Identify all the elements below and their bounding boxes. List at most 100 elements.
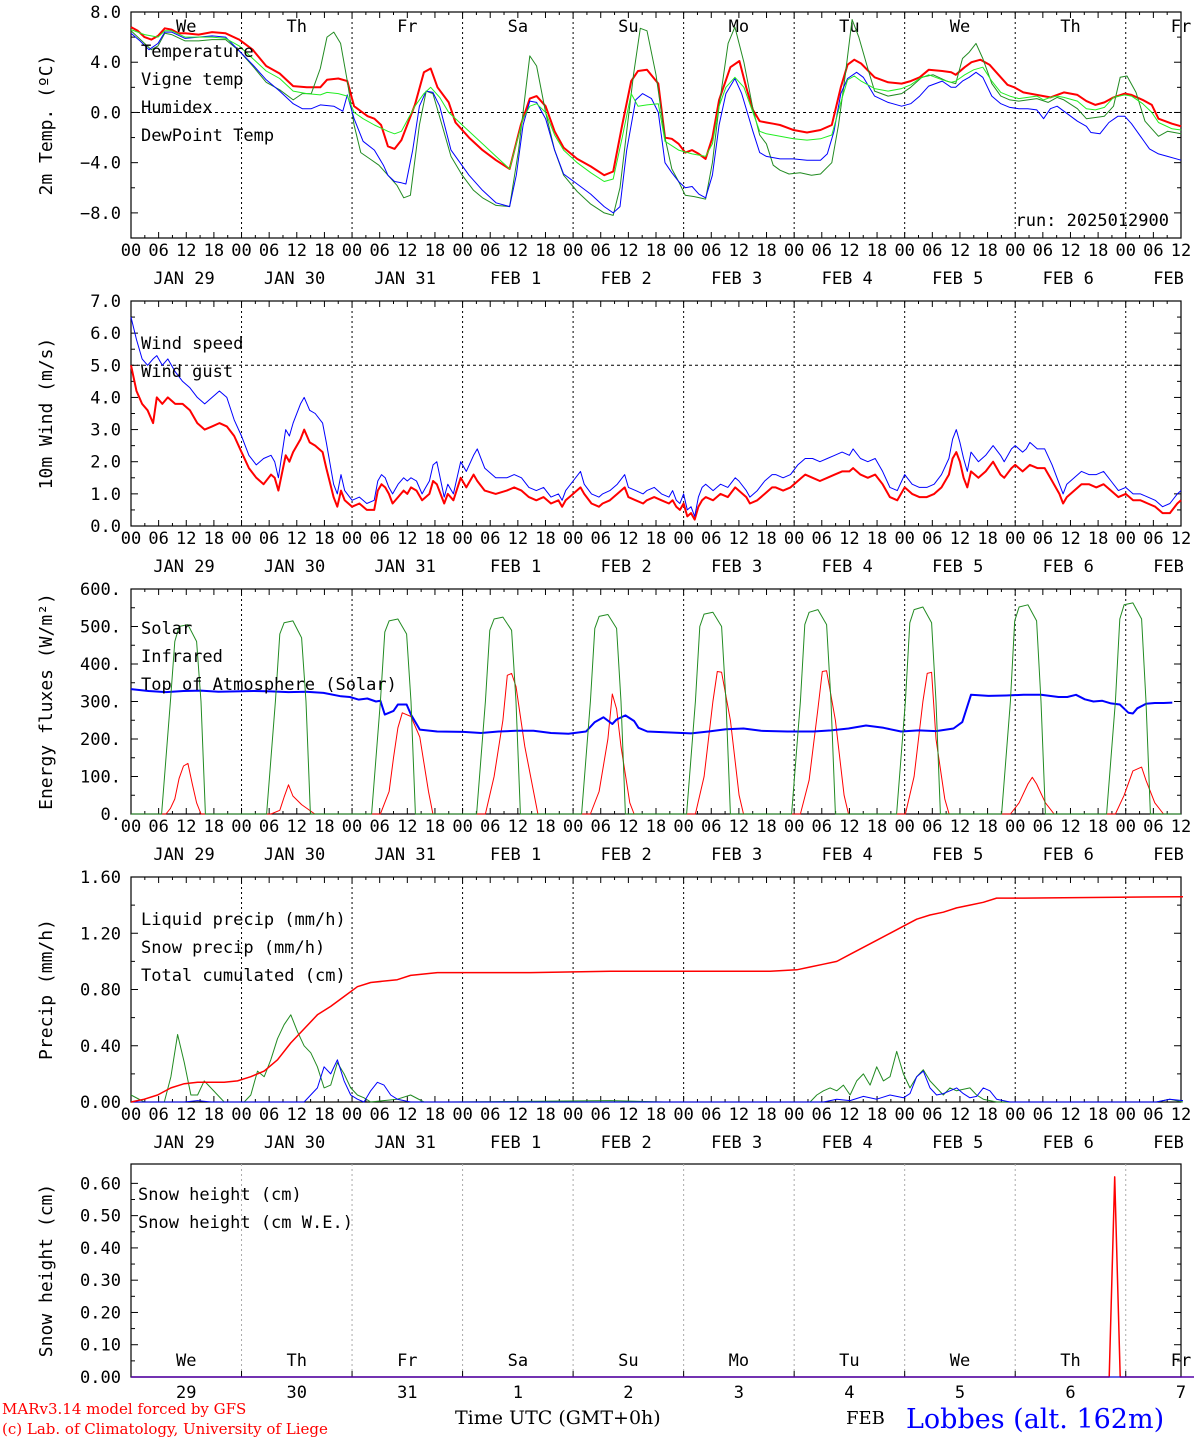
y-tick-label: 5.0 — [90, 356, 121, 376]
legend-entry: DewPoint Temp — [141, 126, 274, 146]
day-number-label: 3 — [734, 1383, 744, 1403]
panel-1: 8.04.00.0−4.0−8.02m Temp. (ºC)00 06 12 18 00… — [36, 3, 1194, 289]
plot-frame — [130, 588, 1182, 815]
y-axis: 0.00 0.40 0.80 1.20 1.60 — [80, 868, 1181, 1113]
hour-tick-label: 18 — [867, 1105, 887, 1125]
weekday-label: Mo — [729, 17, 749, 37]
panels: 8.04.00.0−4.0−8.02m Temp. (ºC)00 06 12 18 00… — [36, 3, 1194, 1403]
y-tick-label: 8.0 — [90, 3, 121, 23]
series-line-infrared — [130, 688, 1173, 735]
date-label: FEB 1 — [490, 1133, 541, 1153]
hour-tick-label: 12 — [1171, 817, 1191, 837]
y-tick-label: 300. — [80, 693, 121, 713]
y-tick-label: 0.0 — [90, 103, 121, 123]
hour-tick-label: 00 — [894, 529, 914, 549]
day-number-label: 5 — [955, 1383, 965, 1403]
hour-tick-label: 18 — [977, 1105, 997, 1125]
hour-tick-label: 00 — [894, 241, 914, 261]
weekday-label: Sa — [508, 17, 528, 37]
hour-tick-label: 12 — [618, 817, 638, 837]
hour-tick-label: 18 — [867, 241, 887, 261]
y-tick-label: 100. — [80, 768, 121, 788]
legend-entry: Wind speed — [141, 334, 243, 354]
date-label: JAN 29 — [153, 269, 214, 289]
hour-tick-label: 18 — [867, 529, 887, 549]
hour-tick-label: 06 — [1143, 1105, 1163, 1125]
y-tick-label: 4.0 — [90, 388, 121, 408]
date-label: FEB 7 — [1153, 557, 1194, 577]
hour-tick-label: 12 — [397, 529, 417, 549]
weekday-label: Fr — [397, 1351, 417, 1371]
hour-tick-label: 18 — [756, 1105, 776, 1125]
hour-tick-label: 12 — [508, 1105, 528, 1125]
hour-tick-label: 00 — [342, 1105, 362, 1125]
xaxis-title: Time UTC (GMT+0h) — [455, 1407, 661, 1429]
date-label: JAN 31 — [374, 845, 435, 865]
hour-tick-label: 00 — [231, 1105, 251, 1125]
weekday-label: Tu — [839, 17, 859, 37]
hour-tick-label: 00 — [784, 817, 804, 837]
hour-tick-label: 06 — [812, 241, 832, 261]
date-label: FEB 3 — [711, 1133, 762, 1153]
date-label: FEB 6 — [1043, 269, 1094, 289]
y-axis-title: 10m Wind (m/s) — [36, 338, 57, 490]
hour-tick-label: 12 — [397, 1105, 417, 1125]
hour-tick-label: 12 — [287, 817, 307, 837]
hour-tick-label: 00 — [121, 529, 141, 549]
series-line-snow-precip-mm-h — [131, 1059, 1184, 1103]
series-line-wind-gust — [130, 316, 1182, 517]
weekday-label: Su — [618, 17, 638, 37]
hour-tick-label: 06 — [590, 241, 610, 261]
hour-tick-label: 00 — [563, 529, 583, 549]
hour-tick-label: 12 — [729, 529, 749, 549]
hour-tick-label: 06 — [922, 1105, 942, 1125]
series-line-solar — [131, 670, 1181, 815]
series-line-liquid-precip-mm-h — [130, 1014, 1184, 1103]
legend-entry: Wind gust — [141, 362, 233, 382]
legend-entry: Temperature — [141, 42, 254, 62]
series-line-wind-speed — [130, 365, 1182, 521]
hour-tick-label: 12 — [287, 529, 307, 549]
hour-tick-label: 00 — [1115, 529, 1135, 549]
hour-tick-label: 12 — [618, 241, 638, 261]
hour-tick-label: 12 — [950, 529, 970, 549]
hour-tick-label: 06 — [590, 529, 610, 549]
hour-tick-label: 06 — [480, 241, 500, 261]
hour-tick-label: 00 — [452, 241, 472, 261]
weekday-label: We — [176, 17, 196, 37]
hour-tick-label: 18 — [425, 1105, 445, 1125]
date-label: FEB 7 — [1153, 269, 1194, 289]
hour-tick-label: 06 — [922, 529, 942, 549]
y-tick-label: 6.0 — [90, 324, 121, 344]
hour-tick-label: 12 — [176, 817, 196, 837]
hour-tick-label: 06 — [701, 817, 721, 837]
x-axis: 00 06 12 18 00 06 12 18 00 06 12 18 00 06 12 18 00 06 12 18… — [121, 877, 1194, 1153]
hour-tick-label: 06 — [480, 1105, 500, 1125]
hour-tick-label: 18 — [646, 817, 666, 837]
hour-tick-label: 12 — [1171, 241, 1191, 261]
hour-tick-label: 18 — [314, 529, 334, 549]
day-number-label: 29 — [176, 1383, 196, 1403]
hour-tick-label: 18 — [425, 241, 445, 261]
date-label: FEB 1 — [490, 269, 541, 289]
hour-tick-label: 18 — [646, 241, 666, 261]
hour-tick-label: 06 — [369, 241, 389, 261]
date-label: JAN 31 — [374, 269, 435, 289]
hour-tick-label: 18 — [977, 241, 997, 261]
hour-tick-label: 12 — [287, 241, 307, 261]
date-label: FEB 4 — [822, 1133, 873, 1153]
hour-tick-label: 00 — [121, 241, 141, 261]
hour-tick-label: 18 — [1088, 1105, 1108, 1125]
hour-tick-label: 18 — [204, 529, 224, 549]
hour-tick-label: 06 — [701, 529, 721, 549]
hour-tick-label: 18 — [1088, 529, 1108, 549]
hour-tick-label: 12 — [176, 529, 196, 549]
y-tick-label: 7.0 — [90, 292, 121, 312]
x-axis: 00 06 12 18 00 06 12 18 00 06 12 18 00 06 12 18 00 06 12 18… — [121, 589, 1194, 865]
hour-tick-label: 00 — [563, 1105, 583, 1125]
y-tick-label: 0.50 — [80, 1207, 121, 1227]
hour-tick-label: 12 — [508, 817, 528, 837]
weekday-label: Mo — [729, 1351, 749, 1371]
date-label: JAN 30 — [264, 1133, 325, 1153]
